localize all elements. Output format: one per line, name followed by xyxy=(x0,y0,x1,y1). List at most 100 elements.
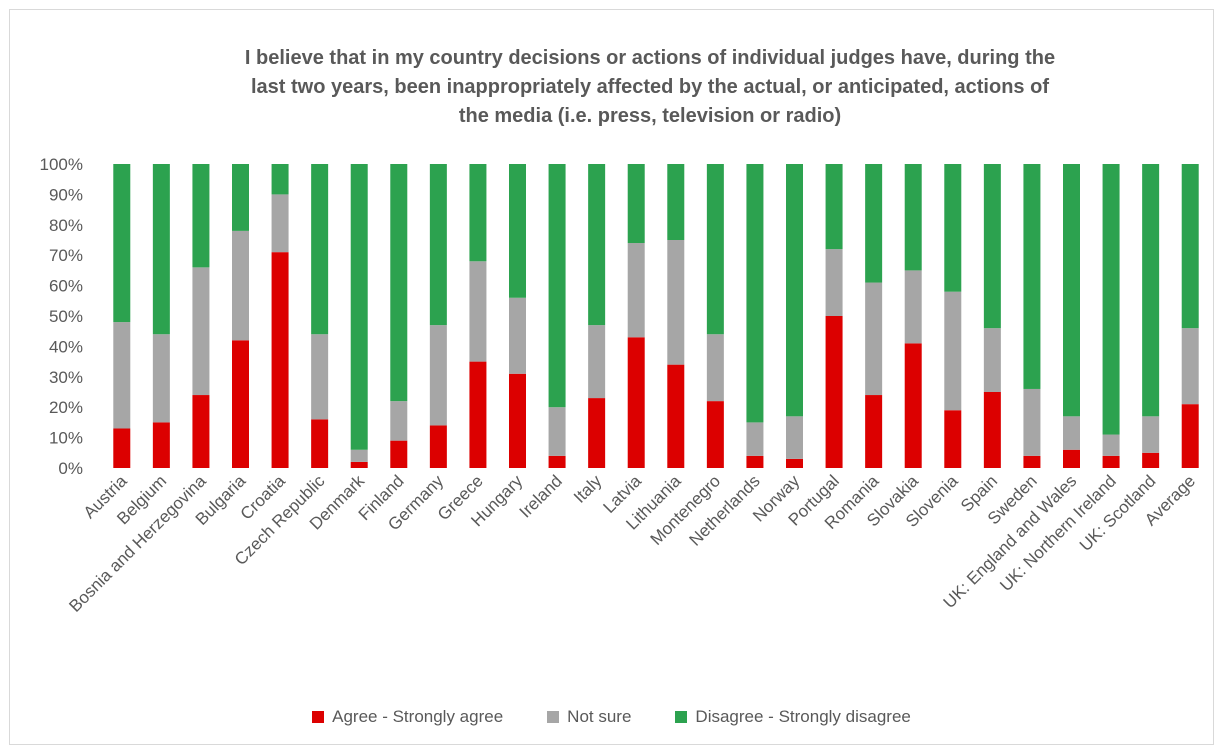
bar-netherlands-not-sure xyxy=(746,422,764,456)
bar-denmark-agree xyxy=(350,461,368,468)
bar-uk-scotland-disagree xyxy=(1142,164,1160,417)
y-tick-label-90pct: 90% xyxy=(49,185,83,204)
bar-italy-not-sure xyxy=(588,325,606,399)
bar-belgium-not-sure xyxy=(152,334,170,423)
bar-bosnia-and-herzegovina-disagree xyxy=(192,164,210,268)
bar-belgium-disagree xyxy=(152,164,170,335)
bar-bosnia-and-herzegovina-agree xyxy=(192,395,210,468)
bar-hungary-disagree xyxy=(509,164,526,298)
legend-label-disagree: Disagree - Strongly disagree xyxy=(695,707,911,726)
bar-germany-agree xyxy=(429,425,447,468)
legend-item-agree: Agree - Strongly agree xyxy=(312,707,503,727)
bar-lithuania-agree xyxy=(667,364,685,468)
bar-romania-agree xyxy=(865,395,883,468)
bar-ireland-not-sure xyxy=(548,407,566,456)
bar-norway-not-sure xyxy=(786,416,803,459)
bar-spain-not-sure xyxy=(983,328,1001,392)
bar-croatia-disagree xyxy=(271,164,289,195)
bar-slovenia-disagree xyxy=(944,164,962,292)
legend-swatch-agree xyxy=(312,711,325,723)
bar-denmark-not-sure xyxy=(350,449,368,462)
bar-austria-not-sure xyxy=(113,322,131,429)
bar-austria-agree xyxy=(113,428,131,468)
legend-swatch-not-sure xyxy=(547,711,560,723)
bar-slovakia-disagree xyxy=(904,164,922,271)
y-tick-label-60pct: 60% xyxy=(49,277,83,296)
bar-italy-disagree xyxy=(588,164,606,326)
bar-belgium-agree xyxy=(152,422,170,468)
bar-spain-disagree xyxy=(983,164,1001,329)
y-tick-label-50pct: 50% xyxy=(49,307,83,326)
bar-greece-agree xyxy=(469,361,487,468)
bar-average-disagree xyxy=(1181,164,1199,329)
bar-romania-not-sure xyxy=(865,282,883,396)
bar-uk-scotland-agree xyxy=(1142,452,1160,468)
bar-germany-not-sure xyxy=(429,325,447,426)
bar-bulgaria-agree xyxy=(232,340,249,468)
bar-hungary-not-sure xyxy=(509,297,526,374)
bar-norway-disagree xyxy=(786,164,803,417)
bar-montenegro-disagree xyxy=(706,164,724,335)
bar-series-group xyxy=(113,164,1199,468)
bar-uk-england-and-wales-agree xyxy=(1063,449,1080,468)
bar-finland-not-sure xyxy=(390,401,408,441)
bar-greece-disagree xyxy=(469,164,487,262)
bar-sweden-not-sure xyxy=(1023,388,1041,456)
bar-portugal-agree xyxy=(825,316,843,468)
legend: Agree - Strongly agree Not sure Disagree… xyxy=(0,707,1223,727)
bar-uk-northern-ireland-disagree xyxy=(1102,164,1120,435)
bar-netherlands-agree xyxy=(746,455,764,468)
bar-sweden-disagree xyxy=(1023,164,1041,389)
bar-czech-republic-disagree xyxy=(311,164,329,335)
bar-uk-england-and-wales-not-sure xyxy=(1063,416,1080,450)
bar-montenegro-not-sure xyxy=(706,334,724,402)
bar-latvia-not-sure xyxy=(627,243,645,338)
bar-average-agree xyxy=(1181,404,1199,468)
bar-uk-northern-ireland-agree xyxy=(1102,455,1120,468)
bar-netherlands-disagree xyxy=(746,164,764,423)
bar-czech-republic-not-sure xyxy=(311,334,329,420)
bar-slovakia-agree xyxy=(904,343,922,468)
bar-spain-agree xyxy=(983,392,1001,468)
bar-portugal-disagree xyxy=(825,164,843,250)
legend-label-agree: Agree - Strongly agree xyxy=(332,707,504,726)
bar-bulgaria-disagree xyxy=(232,164,249,231)
bar-italy-agree xyxy=(588,398,606,468)
y-tick-label-100pct: 100% xyxy=(40,155,83,174)
y-tick-label-20pct: 20% xyxy=(49,398,83,417)
chart-title-line-1: I believe that in my country decisions o… xyxy=(244,47,1056,69)
bar-finland-disagree xyxy=(390,164,408,402)
bar-montenegro-agree xyxy=(706,401,724,468)
bar-denmark-disagree xyxy=(350,164,368,450)
bar-czech-republic-agree xyxy=(311,419,329,468)
legend-label-not-sure: Not sure xyxy=(567,707,632,726)
y-tick-label-0pct: 0% xyxy=(58,459,83,478)
bar-slovenia-agree xyxy=(944,410,962,468)
bar-croatia-not-sure xyxy=(271,194,289,253)
bar-finland-agree xyxy=(390,440,408,468)
chart-frame xyxy=(9,9,1214,745)
y-tick-label-40pct: 40% xyxy=(49,337,83,356)
legend-item-not-sure: Not sure xyxy=(547,707,631,727)
bar-portugal-not-sure xyxy=(825,249,843,316)
bar-germany-disagree xyxy=(429,164,447,326)
bar-sweden-agree xyxy=(1023,455,1041,468)
bar-norway-agree xyxy=(786,458,803,468)
bar-austria-disagree xyxy=(113,164,131,323)
bar-uk-england-and-wales-disagree xyxy=(1063,164,1080,417)
bar-bosnia-and-herzegovina-not-sure xyxy=(192,267,210,396)
bar-lithuania-not-sure xyxy=(667,240,685,365)
bar-slovenia-not-sure xyxy=(944,291,962,411)
bar-average-not-sure xyxy=(1181,328,1199,405)
bar-slovakia-not-sure xyxy=(904,270,922,344)
chart-title-line-3: the media (i.e. press, television or rad… xyxy=(458,105,842,127)
y-tick-label-10pct: 10% xyxy=(49,429,83,448)
chart-title: I believe that in my country decisions o… xyxy=(150,44,1150,131)
stacked-bar-chart: 0% 10% 20% 30% 40% 50% 60% 70% 80% 90% 100% Austri… xyxy=(40,155,1200,616)
chart-title-line-2: last two years, been inappropriately aff… xyxy=(251,76,1049,98)
bar-romania-disagree xyxy=(865,164,883,283)
bar-lithuania-disagree xyxy=(667,164,685,240)
y-axis: 0% 10% 20% 30% 40% 50% 60% 70% 80% 90% 100% xyxy=(40,155,83,478)
bar-ireland-agree xyxy=(548,455,566,468)
